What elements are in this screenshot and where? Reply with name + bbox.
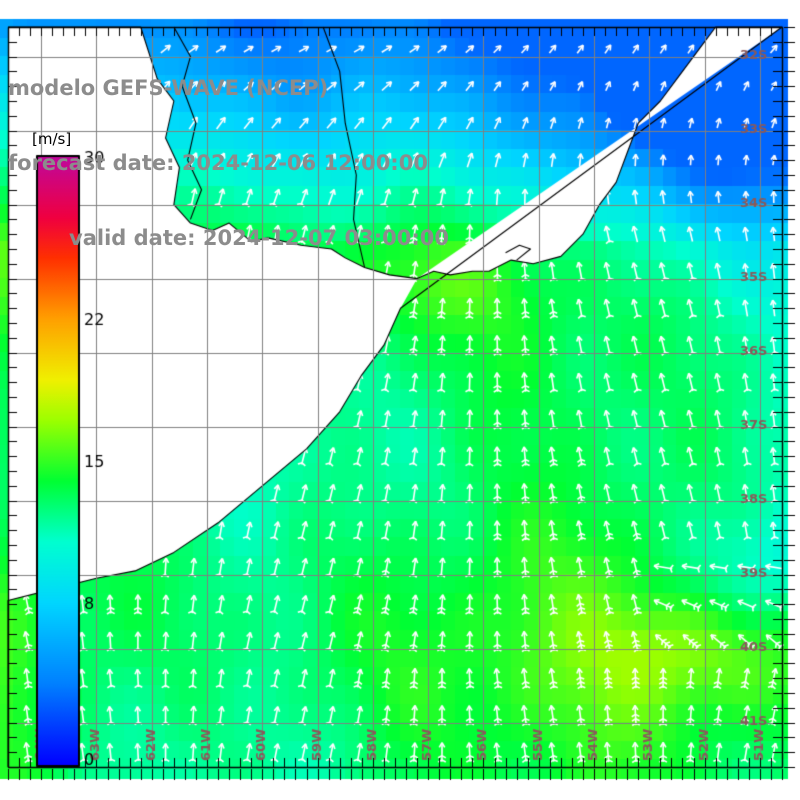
colorbar-unit-label: [m/s] — [32, 130, 72, 148]
